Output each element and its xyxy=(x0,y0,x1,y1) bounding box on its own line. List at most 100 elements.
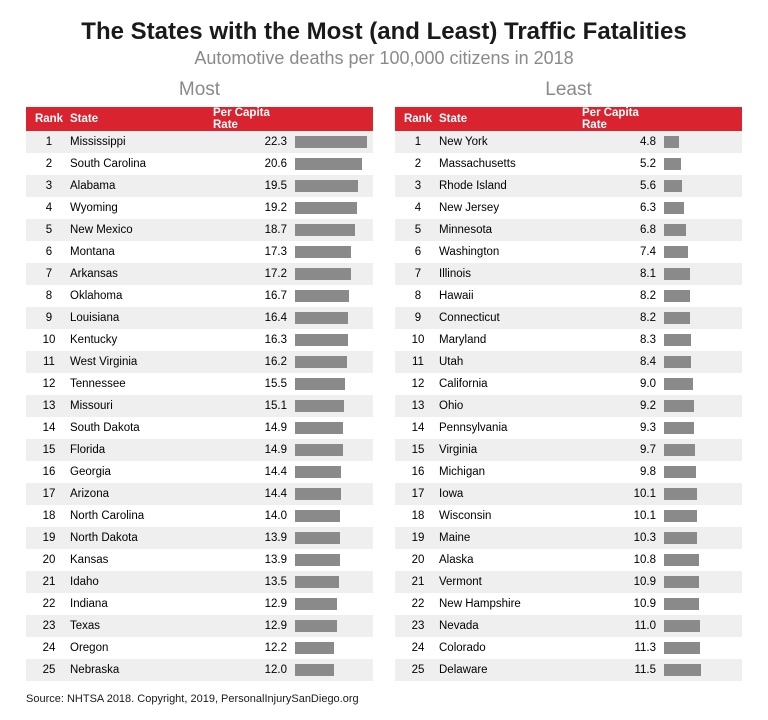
bar-fill xyxy=(664,422,694,434)
bar-fill xyxy=(295,532,340,544)
table-row: 14South Dakota14.9 xyxy=(26,417,373,439)
table-row: 12California9.0 xyxy=(395,373,742,395)
bar-track xyxy=(664,246,736,258)
cell-state: Iowa xyxy=(435,488,582,500)
bar-fill xyxy=(664,598,699,610)
bar-track xyxy=(295,246,367,258)
bar-fill xyxy=(664,290,690,302)
cell-rank: 22 xyxy=(401,598,435,610)
cell-rate: 10.1 xyxy=(582,510,664,522)
bar-fill xyxy=(664,158,681,170)
table-row: 16Michigan9.8 xyxy=(395,461,742,483)
bar-fill xyxy=(295,268,351,280)
cell-rate: 8.3 xyxy=(582,334,664,346)
cell-rank: 19 xyxy=(401,532,435,544)
cell-state: Florida xyxy=(66,444,213,456)
cell-rank: 24 xyxy=(401,642,435,654)
bar-track xyxy=(295,598,367,610)
cell-rate: 14.9 xyxy=(213,422,295,434)
bar-track xyxy=(295,466,367,478)
bar-track xyxy=(664,598,736,610)
cell-bar xyxy=(664,180,736,192)
bar-track xyxy=(664,620,736,632)
cell-bar xyxy=(664,444,736,456)
table-row: 21Vermont10.9 xyxy=(395,571,742,593)
table-row: 24Colorado11.3 xyxy=(395,637,742,659)
cell-rate: 14.9 xyxy=(213,444,295,456)
cell-rate: 20.6 xyxy=(213,158,295,170)
bar-fill xyxy=(664,620,700,632)
table-row: 4Wyoming19.2 xyxy=(26,197,373,219)
cell-rate: 9.7 xyxy=(582,444,664,456)
cell-rank: 5 xyxy=(401,224,435,236)
table-row: 22Indiana12.9 xyxy=(26,593,373,615)
cell-state: Alaska xyxy=(435,554,582,566)
cell-bar xyxy=(295,532,367,544)
cell-rate: 12.9 xyxy=(213,620,295,632)
table-row: 5Minnesota6.8 xyxy=(395,219,742,241)
cell-state: Idaho xyxy=(66,576,213,588)
bar-track xyxy=(664,334,736,346)
cell-state: Maryland xyxy=(435,334,582,346)
bar-track xyxy=(664,554,736,566)
cell-rank: 6 xyxy=(32,246,66,258)
bar-fill xyxy=(664,488,697,500)
cell-rate: 17.2 xyxy=(213,268,295,280)
cell-bar xyxy=(295,422,367,434)
subtitle: Automotive deaths per 100,000 citizens i… xyxy=(26,48,742,69)
bar-track xyxy=(295,554,367,566)
cell-bar xyxy=(295,554,367,566)
cell-bar xyxy=(295,224,367,236)
table-row: 20Kansas13.9 xyxy=(26,549,373,571)
bar-fill xyxy=(295,554,340,566)
cell-bar xyxy=(295,598,367,610)
cell-state: Arizona xyxy=(66,488,213,500)
bar-track xyxy=(295,224,367,236)
panel-heading: Least xyxy=(395,79,742,101)
cell-bar xyxy=(664,532,736,544)
cell-state: Minnesota xyxy=(435,224,582,236)
col-state-header: State xyxy=(66,113,213,125)
bar-fill xyxy=(664,444,695,456)
bar-fill xyxy=(295,312,348,324)
table-row: 25Nebraska12.0 xyxy=(26,659,373,681)
cell-state: Nevada xyxy=(435,620,582,632)
cell-state: Illinois xyxy=(435,268,582,280)
cell-bar xyxy=(664,290,736,302)
cell-state: Alabama xyxy=(66,180,213,192)
table-row: 15Florida14.9 xyxy=(26,439,373,461)
cell-state: Wisconsin xyxy=(435,510,582,522)
table-row: 9Louisiana16.4 xyxy=(26,307,373,329)
cell-rate: 12.9 xyxy=(213,598,295,610)
cell-rate: 9.2 xyxy=(582,400,664,412)
cell-bar xyxy=(295,136,367,148)
bar-track xyxy=(295,158,367,170)
cell-bar xyxy=(295,466,367,478)
cell-rank: 23 xyxy=(32,620,66,632)
table-row: 3Rhode Island5.6 xyxy=(395,175,742,197)
bar-track xyxy=(664,642,736,654)
panel-least: LeastRankStatePer Capita Rate1New York4.… xyxy=(395,79,742,681)
cell-bar xyxy=(664,422,736,434)
table-row: 8Oklahoma16.7 xyxy=(26,285,373,307)
cell-rate: 13.5 xyxy=(213,576,295,588)
cell-rank: 25 xyxy=(32,664,66,676)
table-row: 19Maine10.3 xyxy=(395,527,742,549)
cell-rate: 16.4 xyxy=(213,312,295,324)
cell-rank: 10 xyxy=(401,334,435,346)
table-row: 9Connecticut8.2 xyxy=(395,307,742,329)
table-row: 18Wisconsin10.1 xyxy=(395,505,742,527)
cell-bar xyxy=(664,510,736,522)
bar-fill xyxy=(295,620,337,632)
bar-fill xyxy=(664,576,699,588)
cell-rate: 22.3 xyxy=(213,136,295,148)
cell-bar xyxy=(295,576,367,588)
cell-state: Kansas xyxy=(66,554,213,566)
bar-track xyxy=(295,444,367,456)
cell-rank: 11 xyxy=(32,356,66,368)
bar-fill xyxy=(664,532,697,544)
cell-rank: 14 xyxy=(401,422,435,434)
bar-track xyxy=(664,180,736,192)
cell-rank: 9 xyxy=(32,312,66,324)
cell-bar xyxy=(295,334,367,346)
